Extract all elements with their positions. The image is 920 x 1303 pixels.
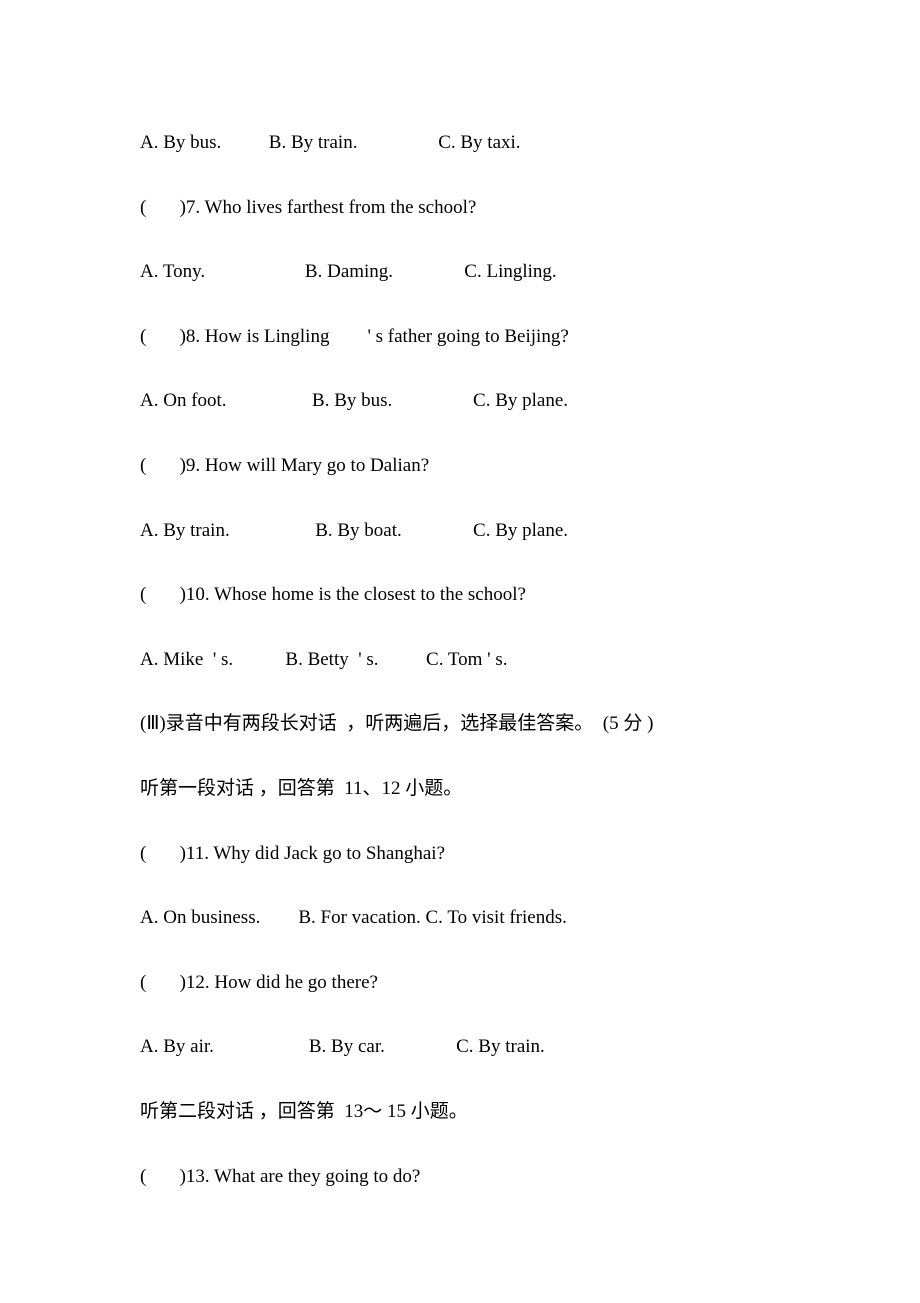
q11-options: A. On business. B. For vacation. C. To v…	[140, 905, 780, 932]
q10-options: A. Mike ' s. B. Betty ' s. C. Tom ' s.	[140, 647, 780, 674]
q7-text: ( )7. Who lives farthest from the school…	[140, 195, 780, 222]
section3-header: (Ⅲ)录音中有两段长对话 ，听两遍后，选择最佳答案。 (5 分 )	[140, 711, 780, 738]
q12-options: A. By air. B. By car. C. By train.	[140, 1034, 780, 1061]
q9-options: A. By train. B. By boat. C. By plane.	[140, 518, 780, 545]
q9-text: ( )9. How will Mary go to Dalian?	[140, 453, 780, 480]
q8-options: A. On foot. B. By bus. C. By plane.	[140, 388, 780, 415]
dialog2-header: 听第二段对话 ，回答第 13～ 15 小题。	[140, 1099, 780, 1126]
document-page: A. By bus. B. By train. C. By taxi. ( )7…	[0, 0, 920, 1288]
q6-options: A. By bus. B. By train. C. By taxi.	[140, 130, 780, 157]
q13-text: ( )13. What are they going to do?	[140, 1164, 780, 1191]
dialog1-header: 听第一段对话 ，回答第 11、12 小题。	[140, 776, 780, 803]
q12-text: ( )12. How did he go there?	[140, 970, 780, 997]
q10-text: ( )10. Whose home is the closest to the …	[140, 582, 780, 609]
q7-options: A. Tony. B. Daming. C. Lingling.	[140, 259, 780, 286]
q11-text: ( )11. Why did Jack go to Shanghai?	[140, 841, 780, 868]
q8-text: ( )8. How is Lingling ' s father going t…	[140, 324, 780, 351]
